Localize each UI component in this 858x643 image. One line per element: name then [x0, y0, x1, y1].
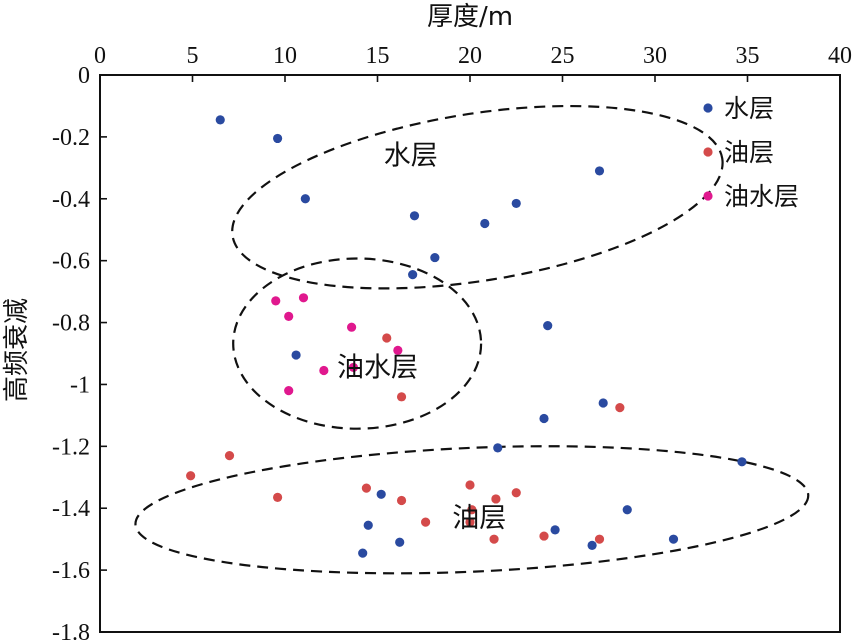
y-tick-label: -1.6 [52, 558, 90, 584]
data-point [347, 322, 357, 332]
data-point [489, 534, 499, 544]
region-ellipse [232, 257, 483, 430]
data-point [615, 403, 625, 413]
data-point [319, 365, 329, 376]
data-point [622, 505, 632, 515]
legend-marker [703, 103, 713, 113]
data-point [284, 311, 294, 321]
data-point [284, 386, 294, 396]
data-points [186, 115, 747, 558]
data-point [421, 517, 431, 527]
legend-marker [703, 147, 713, 157]
data-point [393, 345, 403, 356]
legend-marker [703, 191, 713, 201]
y-tick-label: -0.8 [52, 311, 90, 337]
data-point [291, 350, 301, 360]
x-tick-label: 40 [828, 43, 852, 69]
y-tick-label: 0 [78, 63, 90, 89]
data-point [348, 362, 359, 373]
data-point [273, 133, 283, 144]
data-point [409, 211, 420, 221]
x-tick-label: 30 [643, 43, 667, 69]
region-ellipses [134, 104, 810, 575]
data-point [465, 480, 475, 490]
y-tick-label: -1.8 [52, 620, 90, 643]
legend-entry: 油层 [724, 138, 774, 167]
x-tick-label: 10 [273, 43, 297, 69]
y-tick-label: -0.2 [52, 125, 90, 151]
data-point [737, 457, 747, 467]
data-point [594, 166, 605, 176]
data-point [408, 269, 418, 280]
data-point [539, 413, 549, 424]
region-ellipse [134, 445, 810, 575]
data-point [594, 534, 605, 544]
legend-entry: 油水层 [724, 182, 799, 211]
data-point [430, 252, 440, 263]
x-tick-label: 15 [366, 43, 390, 69]
data-point [376, 489, 386, 499]
data-point [186, 471, 196, 481]
data-point [361, 483, 371, 493]
y-tick-label: -1.2 [52, 434, 90, 460]
data-point [587, 540, 597, 550]
x-tick-label: 25 [551, 43, 575, 69]
data-point [363, 520, 373, 530]
region-label: 油层 [452, 503, 506, 534]
region-ellipse [231, 104, 724, 290]
y-axis-title: 高频衰减 [2, 298, 32, 402]
data-point [273, 492, 283, 502]
data-point [539, 531, 549, 541]
data-point [396, 392, 407, 402]
legend-entry: 水层 [724, 94, 774, 123]
data-point [543, 321, 553, 331]
data-point [300, 194, 310, 204]
data-point [465, 517, 475, 527]
data-point [598, 398, 608, 408]
x-tick-label: 5 [187, 43, 199, 69]
data-point [668, 534, 679, 544]
data-point [224, 451, 235, 461]
x-tick-label: 20 [458, 43, 482, 69]
data-point [467, 505, 477, 515]
region-label: 油水层 [337, 353, 418, 384]
data-point [511, 488, 521, 498]
y-tick-label: -0.6 [52, 249, 90, 275]
data-point [511, 198, 521, 209]
y-tick-label: -0.4 [52, 187, 90, 213]
data-point [491, 494, 501, 504]
axes-layer: 0 5 10 15 20 25 30 35 40 0 -0.2 -0.4 -0.6 -0.8 -1 -1.2 -… [52, 43, 852, 643]
data-point [396, 495, 407, 506]
x-axis-title: 厚度/m [427, 2, 513, 32]
data-point [358, 548, 368, 558]
x-tick-label: 0 [94, 43, 106, 69]
y-tick-label: -1.4 [52, 496, 90, 522]
data-point [298, 293, 309, 303]
data-point [215, 115, 225, 125]
data-point [382, 333, 392, 343]
region-label: 水层 [384, 141, 438, 172]
x-tick-label: 35 [736, 43, 760, 69]
data-point [550, 525, 560, 535]
data-point [395, 537, 405, 547]
data-point [493, 443, 503, 453]
data-point [480, 218, 490, 229]
data-point [271, 296, 281, 306]
y-tick-label: -1 [70, 372, 90, 398]
